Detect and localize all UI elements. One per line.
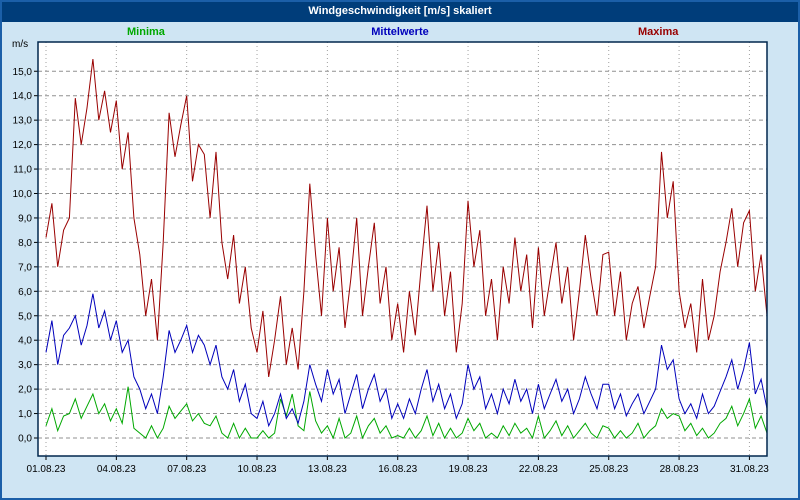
y-tick-label: 11,0: [13, 165, 32, 176]
series-mittelwerte: [45, 293, 768, 428]
x-tick-label: 25.08.23: [589, 464, 628, 475]
y-tick-label: 10,0: [13, 189, 33, 200]
y-tick-label: 9,0: [18, 213, 32, 224]
y-tick-label: 8,0: [18, 238, 32, 249]
window-title: Windgeschwindigkeit [m/s] skaliert: [308, 5, 492, 17]
y-tick-label: 7,0: [18, 262, 32, 273]
y-tick-label: 4,0: [18, 336, 32, 347]
x-tick-label: 28.08.23: [660, 464, 699, 475]
x-tick-label: 07.08.23: [167, 464, 206, 475]
y-tick-label: 5,0: [18, 311, 32, 322]
chart-area: Minima Mittelwerte Maxima m/s 0,0 1,0 2,0 3…: [0, 22, 800, 500]
y-tick-label: 12,0: [13, 140, 33, 151]
y-tick-label: 14,0: [13, 91, 33, 102]
y-tick-label: 2,0: [18, 385, 32, 396]
legend-minima: Minima: [127, 26, 165, 38]
y-tick-label: 13,0: [13, 116, 33, 127]
y-axis-unit-label: m/s: [12, 39, 29, 50]
series-minima: [45, 386, 768, 440]
y-tick-label: 3,0: [18, 360, 32, 371]
x-tick-label: 10.08.23: [238, 464, 277, 475]
x-tick-label: 01.08.23: [27, 464, 66, 475]
legend-maxima: Maxima: [638, 26, 679, 38]
x-tick-label: 31.08.23: [730, 464, 769, 475]
x-tick-label: 19.08.23: [449, 464, 488, 475]
y-tick-label: 15,0: [13, 67, 33, 78]
x-tick-label: 13.08.23: [308, 464, 347, 475]
x-tick-label: 04.08.23: [97, 464, 136, 475]
window-titlebar: Windgeschwindigkeit [m/s] skaliert: [0, 0, 800, 22]
series-maxima: [45, 58, 768, 377]
legend-mittelwerte: Mittelwerte: [371, 26, 429, 38]
x-tick-label: 22.08.23: [519, 464, 558, 475]
x-tick-label: 16.08.23: [378, 464, 417, 475]
y-tick-label: 1,0: [18, 409, 32, 420]
y-tick-label: 0,0: [18, 434, 32, 445]
y-tick-label: 6,0: [18, 287, 32, 298]
wind-speed-chart: 0,0 1,0 2,0 3,0 4,0 5,0 6,0 7,0 8,0 9,0 10,0 11,0 12…: [13, 41, 769, 475]
